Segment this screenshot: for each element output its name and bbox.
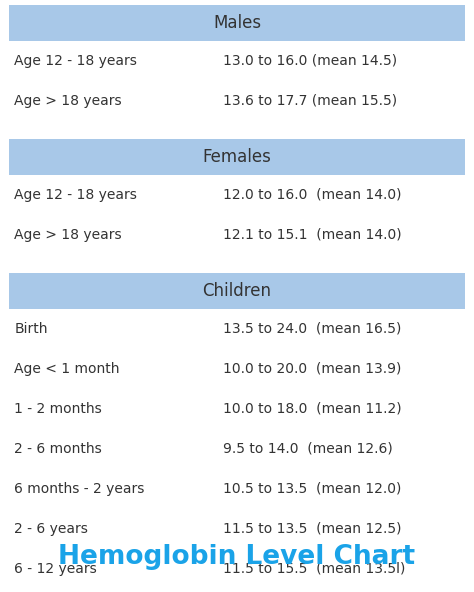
Text: Age < 1 month: Age < 1 month (14, 362, 120, 376)
Text: 6 months - 2 years: 6 months - 2 years (14, 482, 145, 496)
Bar (9, 5, 465, 41)
Bar (9, 139, 465, 175)
Text: Birth: Birth (14, 322, 48, 336)
Text: Age > 18 years: Age > 18 years (14, 94, 122, 108)
Text: 13.6 to 17.7 (mean 15.5): 13.6 to 17.7 (mean 15.5) (223, 94, 397, 108)
Text: 13.5 to 24.0  (mean 16.5): 13.5 to 24.0 (mean 16.5) (223, 322, 401, 336)
Text: Children: Children (202, 282, 272, 300)
Text: 9.5 to 14.0  (mean 12.6): 9.5 to 14.0 (mean 12.6) (223, 442, 392, 456)
Text: 2 - 6 months: 2 - 6 months (14, 442, 102, 456)
Text: 11.5 to 15.5  (mean 13.5l): 11.5 to 15.5 (mean 13.5l) (223, 562, 405, 576)
Text: 10.5 to 13.5  (mean 12.0): 10.5 to 13.5 (mean 12.0) (223, 482, 401, 496)
Text: Hemoglobin Level Chart: Hemoglobin Level Chart (58, 544, 416, 570)
Text: 11.5 to 13.5  (mean 12.5): 11.5 to 13.5 (mean 12.5) (223, 522, 401, 536)
Text: Males: Males (213, 14, 261, 32)
Text: 10.0 to 18.0  (mean 11.2): 10.0 to 18.0 (mean 11.2) (223, 402, 401, 416)
Text: Age > 18 years: Age > 18 years (14, 228, 122, 242)
Text: 12.0 to 16.0  (mean 14.0): 12.0 to 16.0 (mean 14.0) (223, 188, 401, 202)
Text: 12.1 to 15.1  (mean 14.0): 12.1 to 15.1 (mean 14.0) (223, 228, 401, 242)
Text: 1 - 2 months: 1 - 2 months (14, 402, 102, 416)
Text: Age 12 - 18 years: Age 12 - 18 years (14, 188, 137, 202)
Bar (9, 273, 465, 309)
Text: 13.0 to 16.0 (mean 14.5): 13.0 to 16.0 (mean 14.5) (223, 54, 397, 68)
Text: 6 - 12 years: 6 - 12 years (14, 562, 97, 576)
Text: 10.0 to 20.0  (mean 13.9): 10.0 to 20.0 (mean 13.9) (223, 362, 401, 376)
Text: Females: Females (202, 148, 272, 166)
Text: Age 12 - 18 years: Age 12 - 18 years (14, 54, 137, 68)
Text: 2 - 6 years: 2 - 6 years (14, 522, 88, 536)
